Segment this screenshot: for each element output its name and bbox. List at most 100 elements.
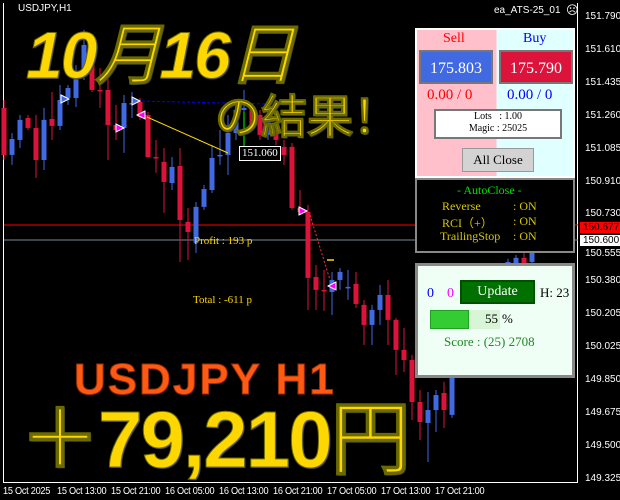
candle-body [209,157,215,190]
candle-body [49,118,55,126]
sell-button[interactable]: 175.803 [419,50,493,84]
candle [385,279,391,345]
candle [145,112,151,158]
candle [121,94,127,153]
candle-body [345,286,351,289]
time-axis-label: 17 Oct 13:00 [381,486,431,497]
candle [209,145,215,193]
candle-body [289,146,295,208]
candle-body [17,119,23,140]
trade-panel: Sell Buy 175.803 175.790 0.00 / 0 0.00 /… [415,28,575,178]
time-axis-label: 16 Oct 05:00 [165,486,215,497]
trailingstop-value: : ON [513,229,537,243]
buy-arrow-icon [131,96,142,106]
percent-sign: % [502,311,513,326]
autoclose-panel: - AutoClose - Reverse : ON RCI（+） : ON T… [415,178,575,253]
candle-body [137,101,143,117]
time-axis-label: 15 Oct 2025 [3,486,51,497]
entry-price-label: 151.060 [239,146,281,161]
reverse-value: : ON [513,199,537,213]
time-axis-label: 16 Oct 21:00 [273,486,323,497]
candle [57,85,63,131]
candle-body [217,154,223,157]
candle [169,157,175,190]
price-axis-label: 150.730 [585,208,620,219]
progress-bar: 55 [430,310,500,329]
buy-button[interactable]: 175.790 [499,50,573,84]
close-arrow-icon [326,281,337,291]
candle [25,115,31,131]
candle [257,109,263,140]
candle-body [193,206,199,243]
lots-magic-box: Lots : 1.00 Magic : 25025 [434,109,562,139]
candle-body [417,401,423,423]
price-axis-label: 150.205 [585,308,620,319]
candle [353,271,359,308]
trailingstop-label: TrailingStop [440,229,501,243]
time-axis-label: 15 Oct 13:00 [57,486,107,497]
candle-body [97,89,103,92]
candle [433,389,439,432]
candle [377,284,383,325]
buy-pl: 0.00 / 0 [507,87,553,103]
candle [441,381,447,429]
candle [233,100,239,140]
candle-body [9,139,15,155]
candle [329,271,335,316]
candle-body [449,374,455,415]
candle-body [401,349,407,360]
profit-amount-overlay: ＋79,210円 [20,395,412,484]
candle [369,304,375,345]
update-button[interactable]: Update [460,280,535,304]
all-close-button[interactable]: All Close [462,148,534,172]
candle [249,104,255,131]
price-axis-label: 150.555 [585,248,620,259]
count-magenta: 0 [447,286,454,301]
candle [185,207,191,260]
candle [281,139,287,165]
candle [321,269,327,311]
candle [49,91,55,140]
count-blue: 0 [427,286,434,301]
candle [89,54,95,92]
bid-price-tag: 150.677 [580,222,620,233]
sell-arrow-icon [298,206,309,216]
score-label: Score : (25) 2708 [444,334,535,349]
candle-body [521,257,527,263]
sell-arrow-icon [115,123,126,133]
reverse-label: Reverse [442,199,481,213]
candle [17,115,23,149]
candle-body [121,103,127,128]
candle-body [305,211,311,278]
candle-body [513,257,519,266]
candle [225,115,231,175]
candle-body [337,271,343,280]
time-axis-label: 17 Oct 21:00 [435,486,485,497]
candle-body [377,294,383,310]
time-axis-label: 16 Oct 13:00 [219,486,269,497]
chart-area[interactable] [3,3,578,483]
candle [273,124,279,146]
candle [97,67,103,108]
progress-fill [430,310,469,329]
magic-value: Magic : 25025 [468,123,528,134]
headline-date: 10月16日 [26,18,296,92]
candle-body [249,107,255,125]
candle [305,204,311,310]
trade-line [146,116,229,154]
candle-body [57,100,63,126]
frown-face-icon: ☹ [566,3,579,17]
candle [161,148,167,213]
candle [409,354,415,420]
autoclose-title: - AutoClose - [457,183,522,197]
rci-label: RCI（+） [442,216,493,230]
candle-body [41,119,47,161]
candle [177,148,183,262]
price-axis-label: 149.675 [585,407,620,418]
candle-body [353,283,359,304]
candle-body [81,44,87,75]
candle-body [313,276,319,290]
exit-dotted-line [309,214,331,281]
price-axis-label: 151.435 [585,77,620,88]
